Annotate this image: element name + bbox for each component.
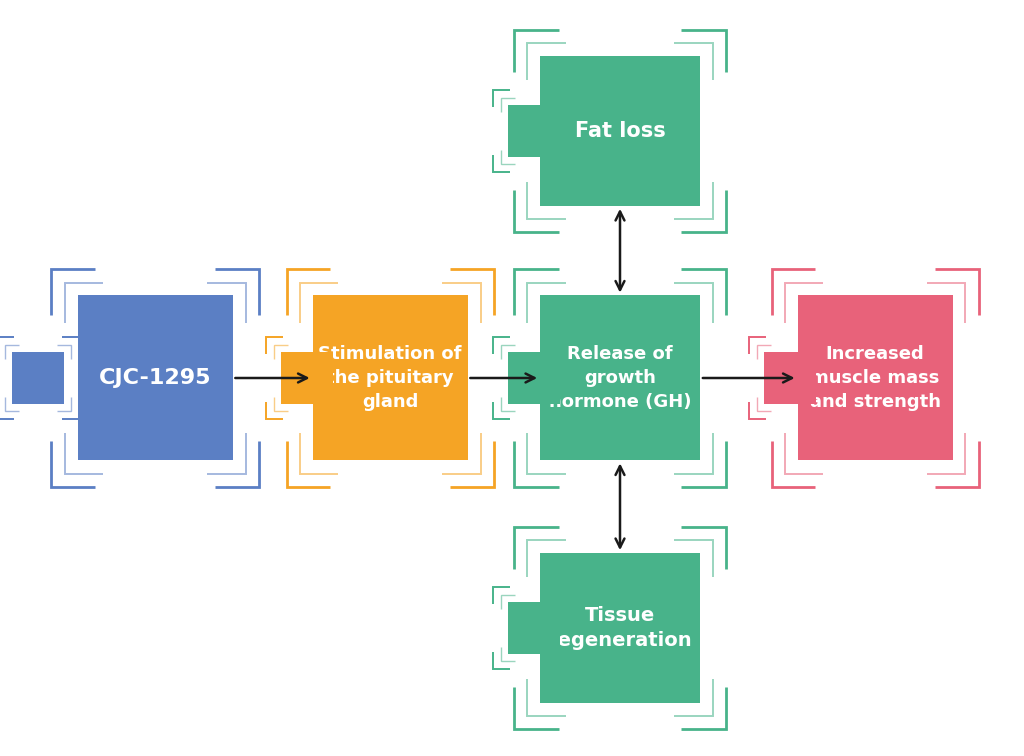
Bar [540, 56, 700, 206]
Text: Tissue
regeneration: Tissue regeneration [548, 606, 692, 650]
Bar [540, 296, 700, 460]
Bar [508, 602, 560, 654]
Bar [312, 296, 468, 460]
Text: Increased
muscle mass
and strength: Increased muscle mass and strength [810, 345, 940, 411]
Bar [508, 105, 560, 157]
Bar [78, 296, 232, 460]
Bar [798, 296, 952, 460]
Text: Fat loss: Fat loss [574, 121, 666, 141]
Text: Release of
growth
hormone (GH): Release of growth hormone (GH) [549, 345, 691, 411]
Text: CJC-1295: CJC-1295 [98, 368, 211, 388]
Bar [12, 352, 63, 404]
Bar [508, 352, 560, 404]
Bar [764, 352, 816, 404]
Bar [281, 352, 333, 404]
Text: Stimulation of
the pituitary
gland: Stimulation of the pituitary gland [318, 345, 462, 411]
Bar [540, 553, 700, 703]
